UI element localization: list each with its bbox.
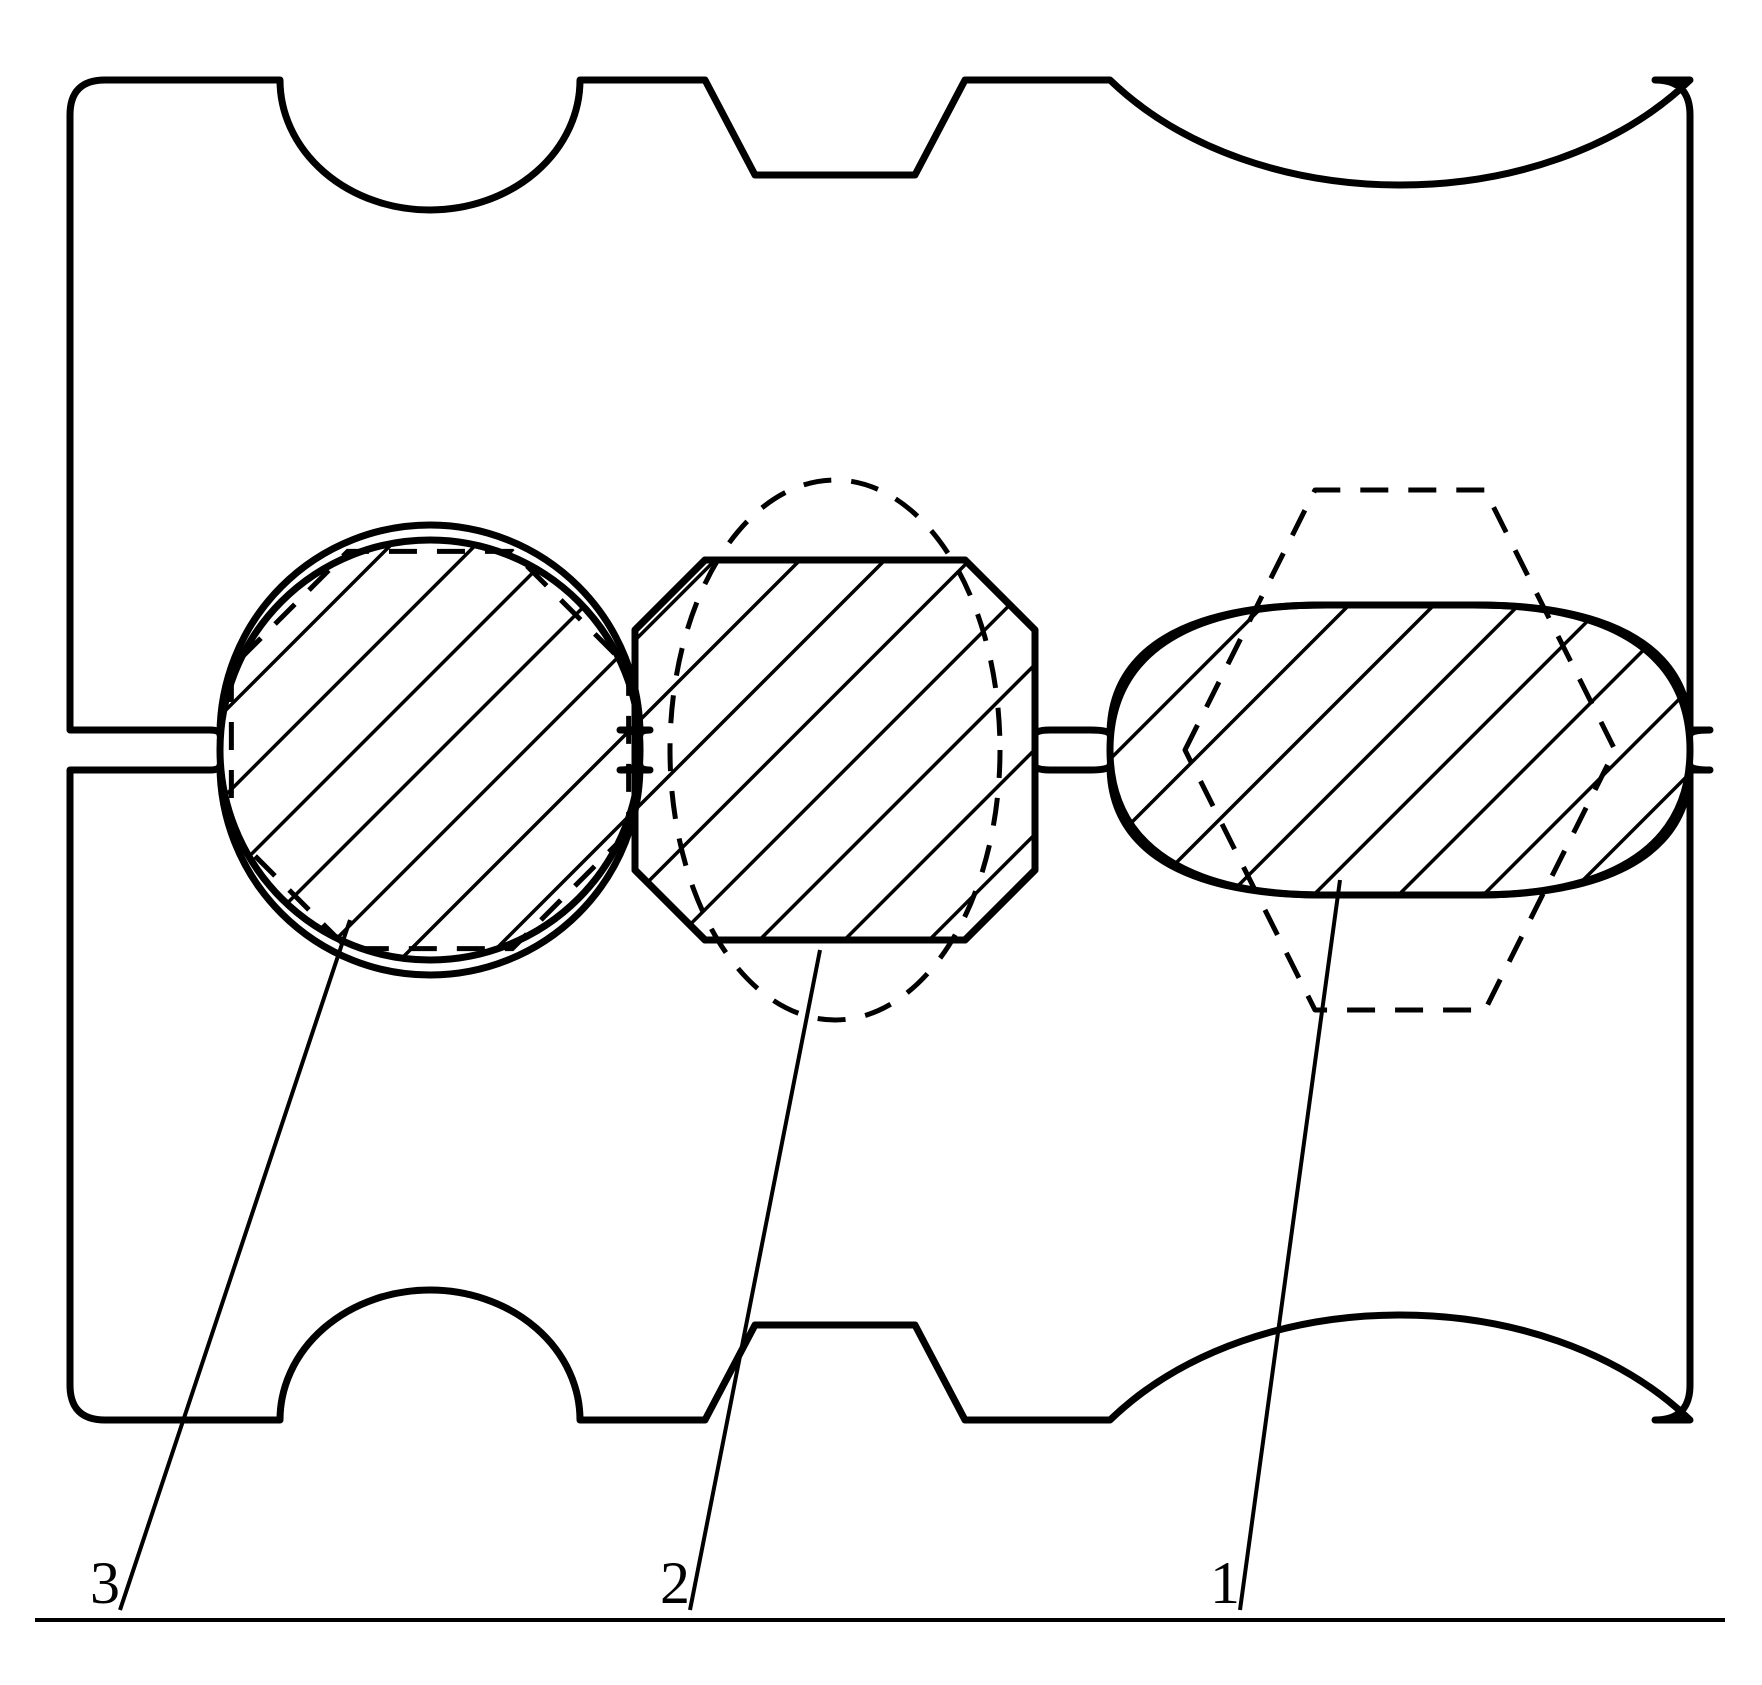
roll-pass-diagram: 3 2 1 [0, 0, 1762, 1685]
pass2-label: 2 [660, 1550, 690, 1616]
leader-lines [120, 880, 1340, 1610]
leader2 [690, 950, 820, 1610]
pass2-hatch [625, 550, 1045, 950]
pass1-label: 1 [1210, 1550, 1240, 1616]
pass-shapes [210, 480, 1700, 1020]
pass3-label: 3 [90, 1550, 120, 1616]
leader1 [1240, 880, 1340, 1610]
leader3 [120, 920, 350, 1610]
labels: 3 2 1 [35, 1550, 1725, 1620]
pass1-hatch [1100, 595, 1700, 905]
